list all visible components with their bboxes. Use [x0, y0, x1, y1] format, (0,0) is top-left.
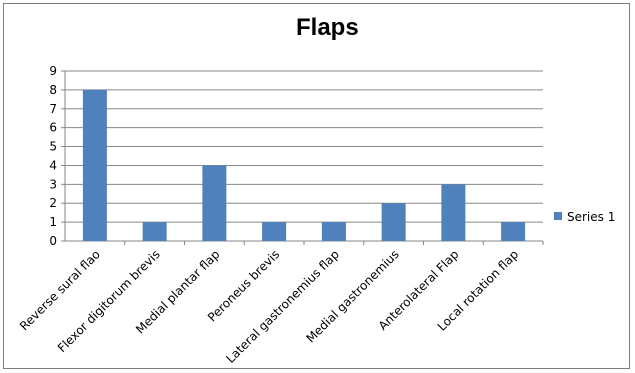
y-tick-label: 5 [49, 140, 57, 154]
bar [142, 222, 167, 241]
y-tick-label: 6 [49, 121, 57, 135]
category-label: Lateral gastronemius flap [223, 247, 342, 366]
legend-swatch [554, 212, 562, 220]
y-tick-label: 0 [49, 234, 57, 248]
bar [381, 203, 406, 241]
bar [262, 222, 287, 241]
bar [321, 222, 346, 241]
y-tick-label: 3 [49, 177, 57, 191]
category-label: Flexor digitorum brevis [55, 247, 163, 355]
y-tick-label: 4 [49, 158, 57, 172]
y-tick-label: 7 [49, 102, 57, 116]
chart-frame [3, 3, 630, 369]
chart-title: Flaps [296, 14, 359, 41]
bar [501, 222, 526, 241]
bar [441, 184, 466, 241]
y-tick-label: 8 [49, 83, 57, 97]
bar [82, 89, 107, 241]
y-tick-label: 9 [49, 64, 57, 78]
legend-label: Series 1 [567, 210, 615, 224]
y-tick-label: 1 [49, 215, 57, 229]
bar [202, 165, 227, 241]
y-tick-label: 2 [49, 196, 57, 210]
